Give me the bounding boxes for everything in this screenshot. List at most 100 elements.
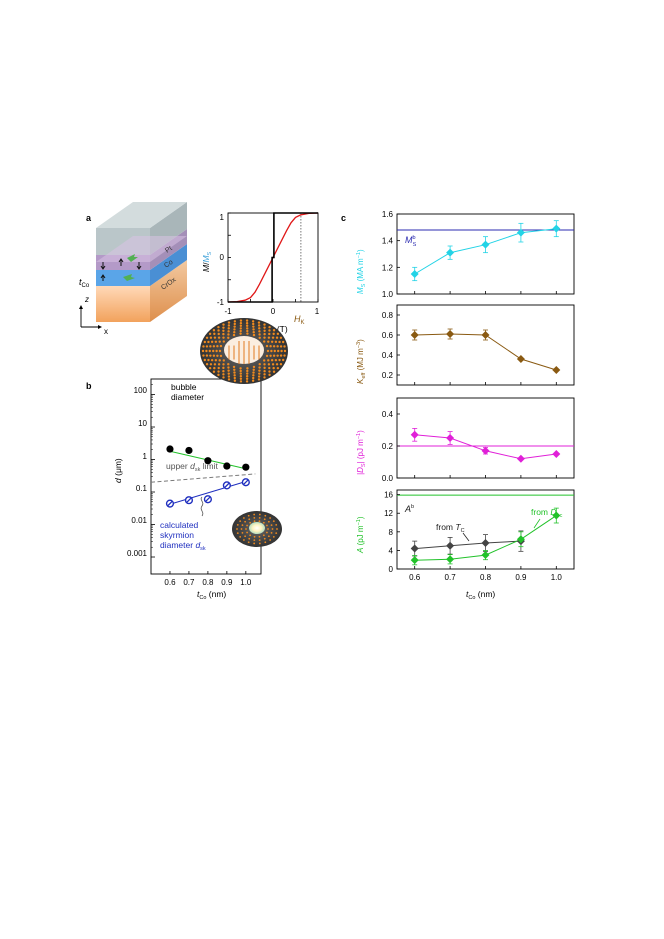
spin-cone (208, 332, 212, 336)
spin-cone (258, 366, 261, 369)
spin-cone (272, 332, 275, 336)
skyrmion-point (241, 478, 250, 487)
spin-cone (268, 366, 271, 370)
spin-cone (239, 367, 242, 370)
spin-cone (263, 332, 266, 336)
y-tick-label: 1 (220, 213, 225, 222)
spin-cone (222, 366, 225, 370)
spin-cone (272, 535, 275, 538)
ms-point (516, 228, 525, 237)
from-tc-label: from TC (436, 522, 465, 534)
y-tick-marks (151, 384, 247, 574)
spin-cone (222, 332, 225, 336)
spin-cone (268, 373, 271, 377)
spin-cone (279, 354, 283, 357)
spin-cone (239, 520, 242, 523)
spin-cone (232, 365, 236, 369)
keff-point (552, 366, 561, 374)
spin-cone (217, 363, 221, 366)
skyrmion-point-slash (224, 482, 230, 488)
spin-cone (263, 329, 266, 333)
spin-cone (262, 534, 265, 537)
spin-cone (207, 340, 210, 344)
ms-point (446, 248, 455, 257)
spin-cone (270, 531, 273, 534)
spin-cone (283, 349, 287, 353)
spin-cone (276, 528, 278, 530)
ds-point (446, 434, 455, 442)
spin-cone (264, 514, 267, 517)
ds-plot: 0.0 0.2 0.4 |DS| (pJ m−1) (356, 397, 575, 483)
y-tick-label: 0.0 (382, 474, 394, 483)
spin-cone (246, 327, 249, 330)
skyrmion-spin-texture (232, 511, 282, 547)
spin-cone (213, 366, 216, 370)
spin-cone (262, 521, 265, 524)
spin-cone (267, 340, 270, 343)
spin-cone (263, 363, 266, 366)
spin-cone (269, 517, 271, 519)
skyrmion-label-leader (200, 496, 204, 517)
spin-cone (244, 535, 247, 538)
spin-cone (218, 349, 222, 353)
a-bulk-label: Ab (404, 504, 414, 514)
bubble-point (166, 445, 174, 453)
ms-point (481, 240, 490, 249)
x-tick-labels: 0.6 0.7 0.8 0.9 1.0 (409, 573, 562, 582)
spin-cone (213, 336, 217, 339)
spin-cone (213, 363, 217, 366)
spin-cone (227, 363, 230, 366)
spin-cone (277, 349, 280, 353)
spin-cone (239, 332, 242, 335)
bubble-point (185, 446, 193, 455)
spin-cone (246, 332, 249, 335)
spin-cone (214, 359, 218, 362)
spin-cone (239, 374, 243, 378)
spin-cone (263, 369, 266, 373)
spin-cone (279, 345, 283, 348)
spin-cone (233, 320, 237, 323)
spin-cone (232, 333, 236, 337)
y-tick-labels: 0.0 0.2 0.4 (382, 410, 557, 483)
spin-cone (222, 373, 225, 376)
spin-cone (268, 325, 271, 329)
skyrmion-point (203, 495, 212, 504)
spin-cone (276, 345, 279, 348)
spin-cone (267, 520, 270, 523)
spin-cone (222, 336, 225, 339)
x-axis-arrow (98, 325, 102, 329)
spin-cone (205, 349, 208, 353)
spin-cone (233, 376, 236, 380)
spin-cone (246, 369, 249, 373)
spin-cone (214, 340, 218, 343)
ds-point (481, 446, 490, 455)
spin-cone (265, 344, 269, 348)
panel-label-a: a (86, 213, 92, 223)
y-tick-label: 1.6 (382, 210, 394, 219)
spin-cone (274, 358, 278, 362)
spin-cone (253, 520, 256, 523)
spin-cone (257, 324, 261, 327)
thickness-label: tCo (79, 277, 90, 289)
spin-cone (263, 537, 266, 540)
spin-cone (272, 345, 276, 348)
y-tick-label: 0.2 (382, 442, 394, 451)
spin-cone (239, 535, 242, 538)
x-tick-label: 1.0 (551, 573, 563, 582)
spin-cone (279, 363, 283, 366)
spin-cone (252, 376, 255, 380)
bubble-point (223, 462, 231, 470)
spin-cone (267, 336, 271, 339)
spin-cone (222, 376, 225, 379)
spin-cone (236, 532, 239, 535)
dmi-spin-arrow (123, 274, 135, 281)
from-tc-leader (462, 532, 470, 542)
x-tick-label: 1.0 (240, 578, 252, 587)
spin-cone (245, 528, 247, 530)
plot-frame (396, 304, 575, 386)
spin-cone (280, 349, 283, 353)
spin-cone (275, 336, 279, 339)
spin-cone (268, 332, 271, 336)
upper-limit-label: upper dsk limit (166, 461, 218, 473)
spin-cone (202, 345, 205, 348)
